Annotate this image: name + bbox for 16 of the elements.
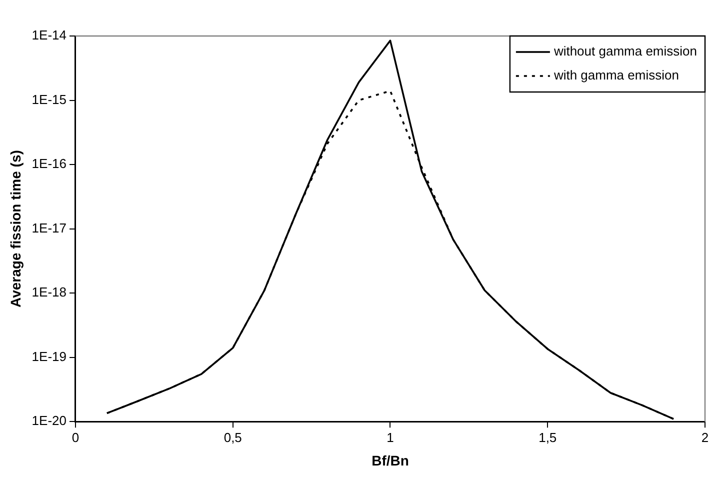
x-tick-label: 1,5 xyxy=(538,430,557,445)
y-tick-label: 1E-19 xyxy=(32,348,66,364)
y-tick-label: 1E-14 xyxy=(32,28,66,43)
x-tick-label: 0,5 xyxy=(224,430,242,445)
x-tick-label: 2 xyxy=(701,430,709,445)
y-tick-label: 1E-17 xyxy=(32,220,66,236)
y-tick-label: 1E-15 xyxy=(32,92,66,107)
legend-label: without gamma emission xyxy=(552,44,698,59)
x-axis-title: Bf/Bn xyxy=(372,452,409,468)
y-tick-label: 1E-18 xyxy=(32,284,66,300)
y-tick-label: 1E-16 xyxy=(32,156,66,172)
x-tick-label: 0 xyxy=(72,430,80,445)
legend-label: with gamma emission xyxy=(552,68,679,83)
y-tick-label: 1E-20 xyxy=(32,413,66,428)
y-axis-title: Average fission time (s) xyxy=(7,150,24,308)
x-tick-label: 1 xyxy=(386,430,394,445)
